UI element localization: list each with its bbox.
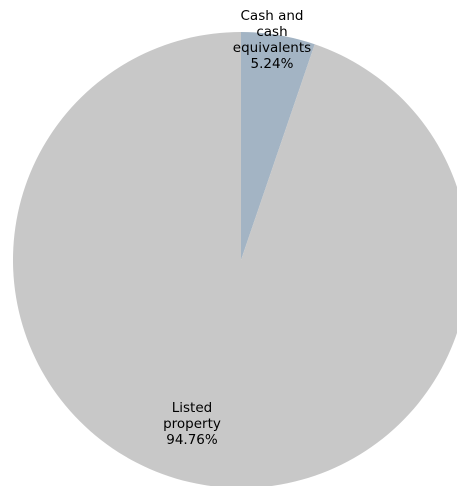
pie-slice-0	[241, 32, 315, 260]
pie-data-label-0-line-1: cash	[256, 24, 287, 40]
pie-data-label-1: Listed property 94.76%	[163, 400, 221, 448]
pie-data-label-0: Cash and cash equivalents 5.24%	[233, 8, 311, 72]
pie-data-label-0-line-3: 5.24%	[251, 56, 294, 72]
pie-slices	[13, 32, 457, 486]
pie-data-labels: Cash and cash equivalents 5.24% Listed proper…	[163, 8, 311, 448]
pie-data-label-0-line-0: Cash and	[241, 8, 304, 24]
pie-data-label-1-line-0: Listed	[172, 400, 212, 416]
pie-data-label-0-line-2: equivalents	[233, 40, 311, 56]
pie-data-label-1-line-1: property	[163, 416, 221, 432]
pie-slice-1	[13, 32, 457, 486]
pie-data-label-1-line-2: 94.76%	[166, 432, 218, 448]
